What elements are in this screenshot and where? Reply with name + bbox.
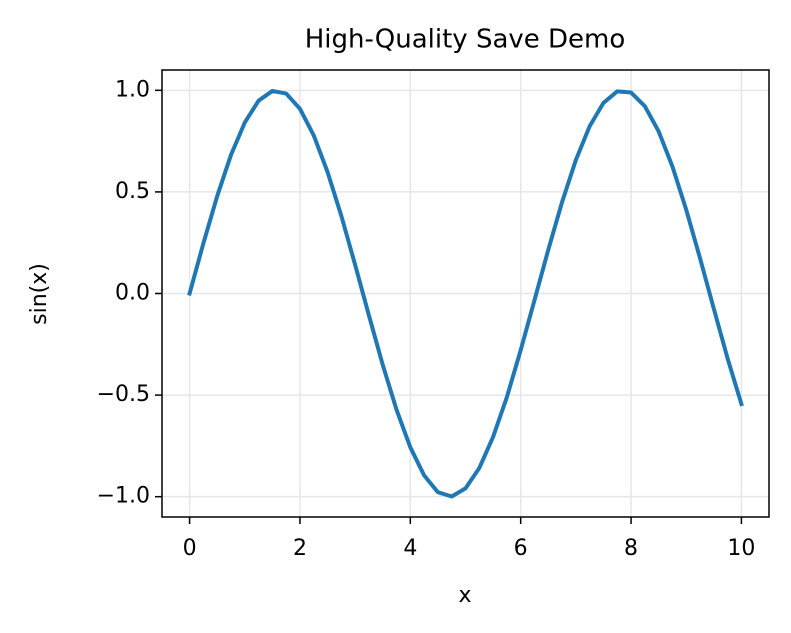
x-axis-label: x <box>458 583 471 608</box>
y-axis-label: sin(x) <box>27 263 52 325</box>
chart-title: High-Quality Save Demo <box>305 25 626 55</box>
x-tick-label: 0 <box>183 536 197 561</box>
x-tick-label: 4 <box>403 536 417 561</box>
y-tick-label: −1.0 <box>97 484 150 509</box>
plot-frame <box>161 69 770 518</box>
y-tick-label: 0.0 <box>115 281 150 306</box>
x-tick-label: 10 <box>727 536 755 561</box>
x-tick-label: 6 <box>514 536 528 561</box>
y-tick-label: −0.5 <box>97 382 150 407</box>
y-tick-label: 0.5 <box>115 179 150 204</box>
sine-line <box>187 88 744 499</box>
x-tick-label: 2 <box>293 536 307 561</box>
x-tick-label: 8 <box>624 536 638 561</box>
y-tick-label: 1.0 <box>115 77 150 102</box>
